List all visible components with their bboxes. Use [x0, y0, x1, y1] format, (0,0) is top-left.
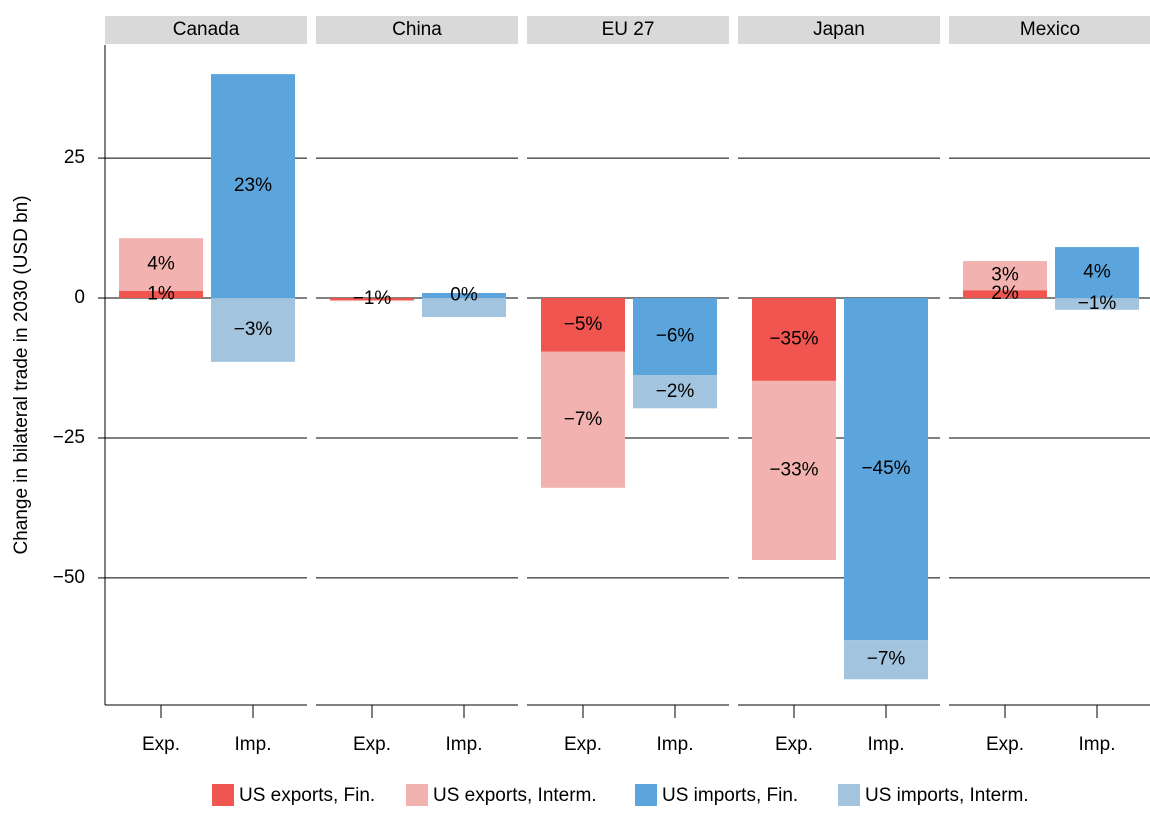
data-label: 3% — [991, 265, 1019, 286]
data-label: −7% — [867, 649, 906, 670]
data-label: 1% — [147, 283, 175, 304]
strip — [316, 16, 518, 44]
bar-segment — [211, 74, 295, 299]
x-tick-label: Imp. — [446, 734, 483, 755]
data-label: −7% — [564, 409, 603, 430]
x-tick-label: Exp. — [142, 734, 180, 755]
y-axis-label: Change in bilateral trade in 2030 (USD b… — [11, 195, 32, 554]
bar-segment — [633, 375, 717, 409]
legend-label: US imports, Fin. — [662, 785, 798, 806]
data-label: −1% — [353, 288, 392, 309]
data-label: −3% — [234, 319, 273, 340]
bar-segment — [963, 261, 1047, 291]
bar-segment — [541, 351, 625, 488]
x-tick-label: Imp. — [1079, 734, 1116, 755]
panel-title: Canada — [173, 19, 240, 40]
bar-segment — [1055, 298, 1139, 310]
x-tick-label: Imp. — [657, 734, 694, 755]
legend-swatch — [212, 784, 234, 806]
data-label: −1% — [1078, 293, 1117, 314]
data-label: −45% — [861, 458, 910, 479]
panel-title: Japan — [813, 19, 865, 40]
bar-segment — [211, 298, 295, 362]
y-tick-label: −25 — [53, 427, 85, 448]
x-tick-label: Exp. — [564, 734, 602, 755]
data-label: 2% — [991, 283, 1019, 304]
legend-label: US exports, Interm. — [433, 785, 597, 806]
legend-swatch — [406, 784, 428, 806]
bar-segment — [330, 300, 414, 302]
bar-segment — [330, 298, 414, 301]
data-label: 4% — [147, 253, 175, 274]
data-label: −33% — [769, 459, 818, 480]
legend-label: US imports, Interm. — [865, 785, 1029, 806]
legend-label: US exports, Fin. — [239, 785, 375, 806]
data-label: 4% — [1083, 262, 1111, 283]
data-label: 0% — [450, 285, 478, 306]
data-label: −5% — [564, 314, 603, 335]
bar-segment — [844, 640, 928, 680]
bar-segment — [119, 290, 203, 299]
x-tick-label: Imp. — [235, 734, 272, 755]
strip — [949, 16, 1150, 44]
bar-segment — [633, 298, 717, 376]
bar-segment — [963, 290, 1047, 299]
x-tick-label: Exp. — [353, 734, 391, 755]
x-tick-label: Exp. — [775, 734, 813, 755]
data-label: 23% — [234, 175, 272, 196]
legend-swatch — [635, 784, 657, 806]
panel-title: EU 27 — [602, 19, 655, 40]
y-tick-label: 0 — [74, 287, 85, 308]
panel-title: China — [392, 19, 442, 40]
y-tick-label: 25 — [64, 147, 85, 168]
bar-segment — [422, 292, 506, 299]
y-tick-label: −50 — [53, 567, 85, 588]
strip — [105, 16, 307, 44]
bar-segment — [422, 298, 506, 318]
strip — [527, 16, 729, 44]
bar-segment — [1055, 247, 1139, 299]
x-tick-label: Exp. — [986, 734, 1024, 755]
strip — [738, 16, 940, 44]
bar-segment — [752, 298, 836, 381]
bar-segment — [541, 298, 625, 352]
legend-swatch — [838, 784, 860, 806]
panel-title: Mexico — [1020, 19, 1080, 40]
data-label: −2% — [656, 381, 695, 402]
data-label: −35% — [769, 328, 818, 349]
x-tick-label: Imp. — [868, 734, 905, 755]
data-label: −6% — [656, 326, 695, 347]
bar-segment — [119, 238, 203, 291]
bar-segment — [752, 380, 836, 561]
bar-segment — [844, 298, 928, 641]
